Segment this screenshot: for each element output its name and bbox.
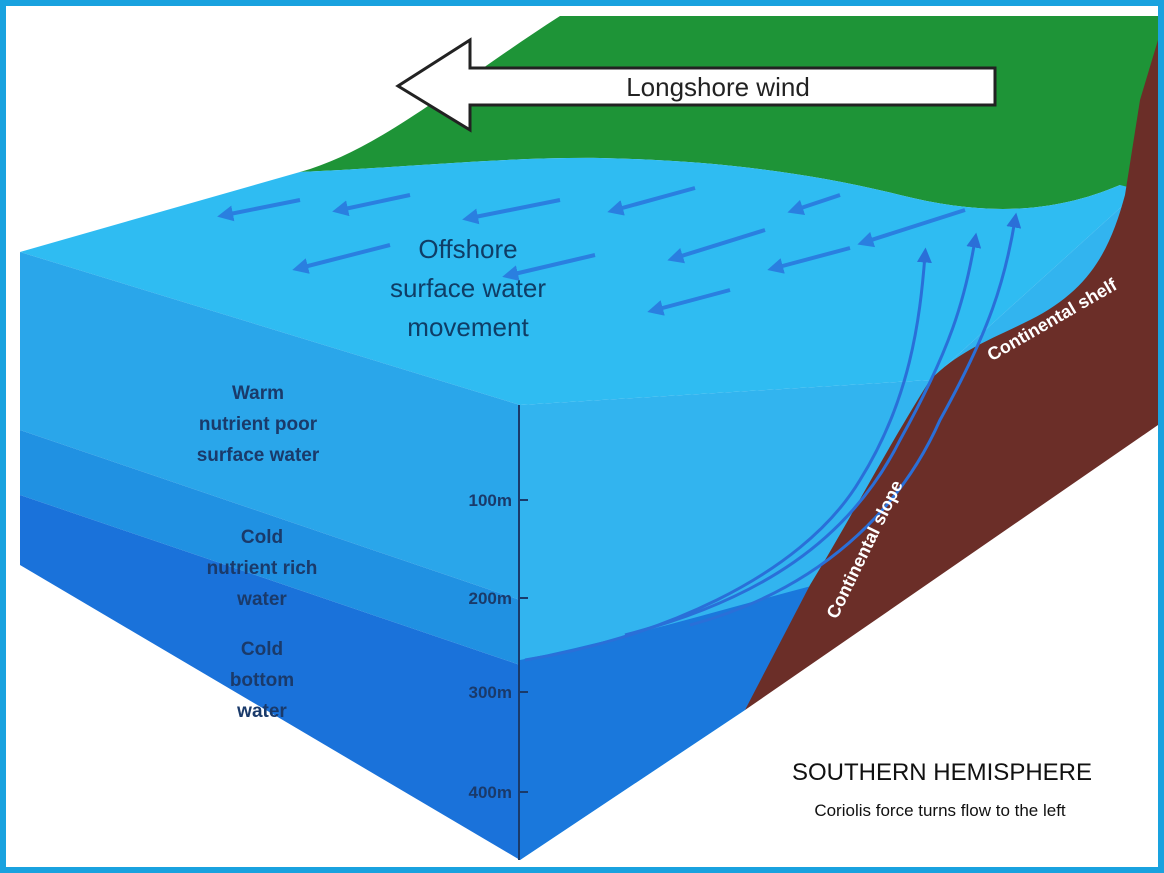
water-side-deep <box>520 585 815 860</box>
layer-label: nutrient poor <box>199 414 318 435</box>
layer-label: nutrient rich <box>207 558 318 579</box>
wind-arrow <box>395 37 997 133</box>
layer-label: surface water <box>197 445 320 466</box>
depth-label: 300m <box>469 683 512 702</box>
surface-label: surface water <box>390 273 546 303</box>
layer-warm <box>20 252 520 600</box>
depth-label: 100m <box>469 491 512 510</box>
layer-label: Warm <box>232 383 284 404</box>
depth-ticks <box>519 499 528 793</box>
layer-label: Cold <box>241 527 283 548</box>
note-label: Coriolis force turns flow to the left <box>814 801 1066 820</box>
depth-label: 400m <box>469 783 512 802</box>
surface-flow-arrows <box>217 186 966 316</box>
layer-label: bottom <box>230 670 294 691</box>
layer-label: Cold <box>241 639 283 660</box>
layer-bottom <box>20 495 520 860</box>
layer-cold <box>20 430 520 665</box>
depth-label: 200m <box>469 589 512 608</box>
wind-label: Longshore wind <box>626 72 810 102</box>
upwelling-arrows <box>524 212 1022 662</box>
surface-label: Offshore <box>418 234 517 264</box>
water-surface <box>20 157 1140 405</box>
surface-label: movement <box>407 312 529 342</box>
layer-label: water <box>236 701 287 722</box>
layer-label: water <box>236 589 287 610</box>
hemisphere-label: SOUTHERN HEMISPHERE <box>792 759 1092 786</box>
